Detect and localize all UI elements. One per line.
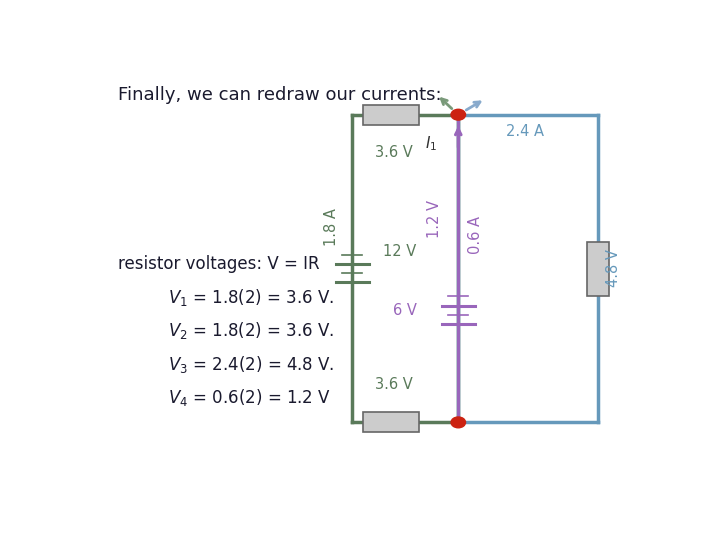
Text: 3.6 V: 3.6 V [375,145,413,160]
Text: $I_1$: $I_1$ [426,134,438,153]
Text: 2.4 A: 2.4 A [505,124,544,139]
Text: 1.2 V: 1.2 V [428,200,442,238]
Bar [587,241,609,295]
Bar [364,413,419,433]
Text: $V_4$ = 0.6(2) = 1.2 V: $V_4$ = 0.6(2) = 1.2 V [168,387,330,408]
Text: 3.6 V: 3.6 V [375,377,413,393]
Text: 4.8 V: 4.8 V [606,249,621,287]
Bar [364,105,419,125]
Circle shape [451,109,466,120]
Text: 1.8 A: 1.8 A [323,208,338,246]
Text: 0.6 A: 0.6 A [467,217,482,254]
Text: $V_1$ = 1.8(2) = 3.6 V.: $V_1$ = 1.8(2) = 3.6 V. [168,287,335,308]
Text: 6 V: 6 V [392,302,416,318]
Text: $V_3$ = 2.4(2) = 4.8 V.: $V_3$ = 2.4(2) = 4.8 V. [168,354,335,375]
Text: Finally, we can redraw our currents:: Finally, we can redraw our currents: [118,85,441,104]
Text: resistor voltages: V = IR: resistor voltages: V = IR [118,255,320,273]
Text: $V_2$ = 1.8(2) = 3.6 V.: $V_2$ = 1.8(2) = 3.6 V. [168,320,335,341]
Text: 12 V: 12 V [383,245,416,259]
Circle shape [451,417,466,428]
